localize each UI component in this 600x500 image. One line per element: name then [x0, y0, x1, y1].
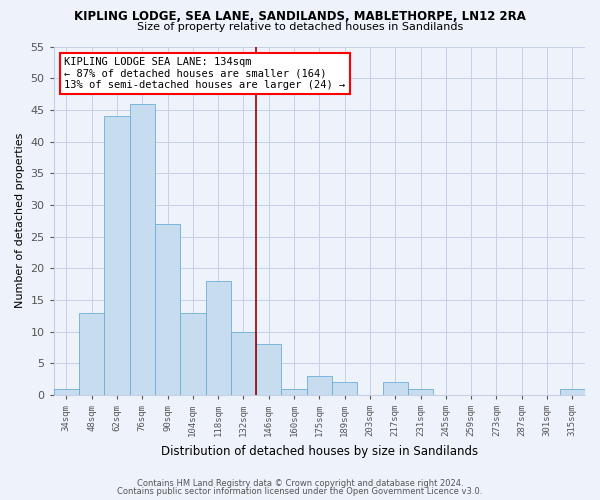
- Text: Contains public sector information licensed under the Open Government Licence v3: Contains public sector information licen…: [118, 487, 482, 496]
- Bar: [206, 281, 231, 395]
- Bar: [281, 388, 307, 395]
- Bar: [256, 344, 281, 395]
- Bar: [307, 376, 332, 395]
- Text: Size of property relative to detached houses in Sandilands: Size of property relative to detached ho…: [137, 22, 463, 32]
- Text: KIPLING LODGE, SEA LANE, SANDILANDS, MABLETHORPE, LN12 2RA: KIPLING LODGE, SEA LANE, SANDILANDS, MAB…: [74, 10, 526, 23]
- Y-axis label: Number of detached properties: Number of detached properties: [15, 133, 25, 308]
- Bar: [383, 382, 408, 395]
- Bar: [155, 224, 180, 395]
- Bar: [54, 388, 79, 395]
- Text: Contains HM Land Registry data © Crown copyright and database right 2024.: Contains HM Land Registry data © Crown c…: [137, 478, 463, 488]
- Bar: [79, 312, 104, 395]
- Bar: [332, 382, 358, 395]
- Bar: [180, 312, 206, 395]
- Bar: [231, 332, 256, 395]
- X-axis label: Distribution of detached houses by size in Sandilands: Distribution of detached houses by size …: [161, 444, 478, 458]
- Bar: [408, 388, 433, 395]
- Bar: [104, 116, 130, 395]
- Bar: [560, 388, 585, 395]
- Bar: [130, 104, 155, 395]
- Text: KIPLING LODGE SEA LANE: 134sqm
← 87% of detached houses are smaller (164)
13% of: KIPLING LODGE SEA LANE: 134sqm ← 87% of …: [64, 57, 346, 90]
